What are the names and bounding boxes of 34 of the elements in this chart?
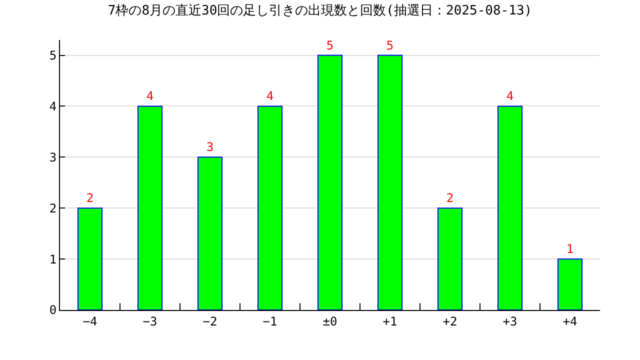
data-label: 1	[566, 242, 574, 256]
x-tick-label: −2	[202, 314, 218, 328]
data-label: 2	[446, 191, 454, 206]
x-tick-label: +4	[562, 314, 578, 328]
x-tick-label: −3	[142, 314, 158, 328]
data-label: 3	[206, 140, 214, 154]
y-tick-label: 2	[49, 201, 57, 216]
bar	[378, 54, 402, 310]
x-tick-label: +3	[502, 314, 518, 328]
bar	[78, 208, 102, 310]
y-tick-label: 5	[49, 48, 57, 62]
data-label: 4	[146, 89, 154, 104]
y-tick-label: 4	[49, 99, 57, 114]
data-label: 5	[386, 38, 394, 52]
data-label: 2	[86, 191, 94, 206]
y-tick-label: 3	[49, 150, 57, 164]
bar	[258, 106, 282, 310]
bar	[438, 208, 462, 310]
bar	[138, 106, 162, 310]
bar	[198, 156, 222, 310]
bar	[318, 54, 342, 310]
chart-title: 7枠の8月の直近30回の足し引きの出現数と回数(抽選日：2025-08-13)	[108, 4, 532, 18]
data-label: 5	[326, 38, 334, 52]
data-label: 4	[506, 89, 514, 104]
y-tick-label: 1	[49, 252, 57, 266]
x-tick-label: −4	[82, 314, 98, 328]
bar	[558, 258, 582, 310]
x-tick-label: −1	[262, 314, 278, 328]
x-tick-label: +2	[442, 314, 458, 328]
bar	[498, 106, 522, 310]
y-tick-label: 0	[49, 303, 57, 318]
x-tick-label: ±0	[322, 314, 338, 328]
x-tick-label: +1	[382, 314, 398, 328]
data-label: 4	[266, 89, 274, 104]
